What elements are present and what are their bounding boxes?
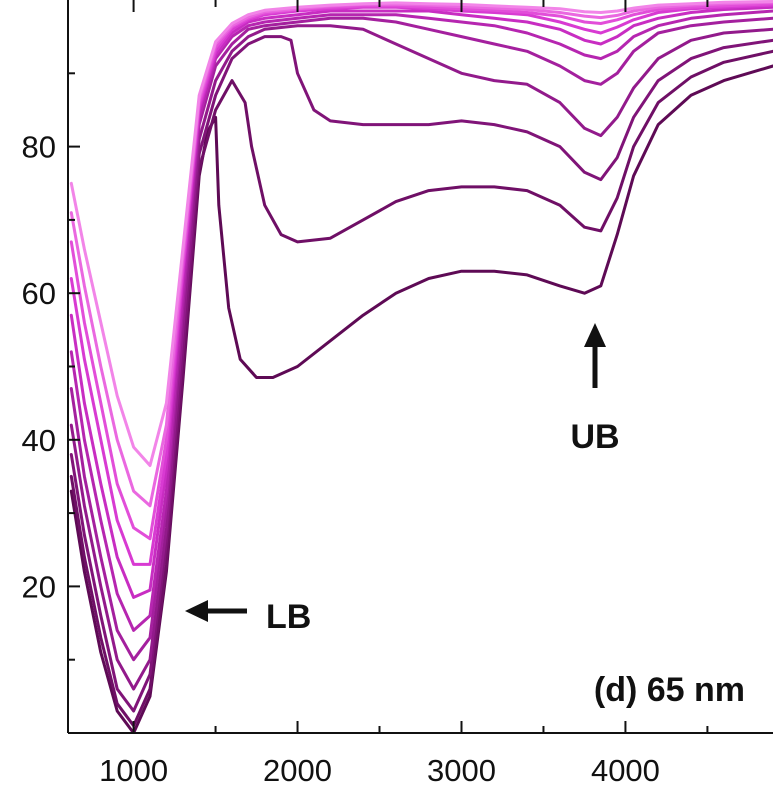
tick-layer: 1000 2000 3000 4000 20 40 60 80 (22, 0, 709, 788)
series-line-5 (69, 16, 773, 662)
y-tick-label: 80 (22, 130, 56, 165)
lb-label: LB (266, 598, 311, 636)
x-tick-label: 1000 (99, 753, 168, 788)
series-layer (69, 0, 773, 733)
y-tick-label: 60 (22, 276, 56, 311)
y-tick-label: 40 (22, 423, 56, 458)
series-line-11 (69, 0, 773, 467)
series-line-6 (69, 9, 773, 632)
series-line-3 (69, 35, 773, 713)
y-tick-label: 20 (22, 569, 56, 604)
series-line-2 (69, 49, 773, 728)
panel-label: (d) 65 nm (594, 671, 745, 709)
x-tick-label: 4000 (591, 753, 660, 788)
lb-arrow (185, 600, 247, 622)
series-line-8 (69, 3, 773, 566)
ub-label: UB (570, 418, 619, 456)
x-tick-label: 3000 (427, 753, 496, 788)
series-line-4 (69, 24, 773, 691)
ub-arrow (584, 323, 606, 388)
x-tick-label: 2000 (263, 753, 332, 788)
series-line-7 (69, 5, 773, 599)
